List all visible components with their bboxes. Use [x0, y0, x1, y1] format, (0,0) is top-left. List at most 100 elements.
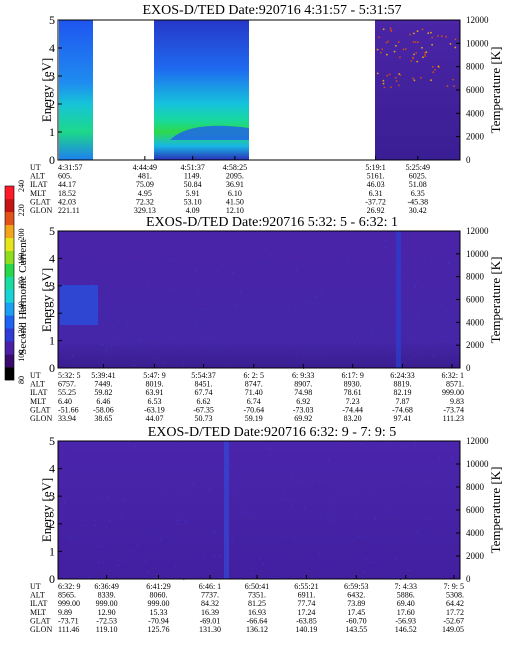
noise-cell [147, 303, 149, 305]
noise-cell [90, 310, 92, 312]
noise-cell [385, 240, 387, 242]
temperature-point [430, 31, 432, 34]
noise-cell [332, 329, 334, 331]
temperature-point [395, 44, 397, 47]
noise-cell [158, 539, 160, 541]
ephemeris-value: 999.00 [58, 599, 80, 608]
noise-cell [140, 340, 142, 342]
ephemeris-value: 6.53 [147, 397, 161, 406]
noise-cell [274, 234, 276, 236]
ephemeris-value: 5886. [397, 591, 415, 600]
temperature-point [413, 53, 415, 56]
ephemeris-value: 6.40 [58, 397, 72, 406]
noise-cell [175, 346, 177, 348]
temperature-point [395, 80, 398, 82]
noise-cell [264, 249, 266, 251]
ephemeris-value: 30.42 [409, 206, 427, 215]
panel-1-y-axis: 0 1 2 3 4 5 [49, 13, 62, 167]
noise-cell [269, 553, 271, 555]
noise-cell [444, 502, 446, 505]
noise-cell [74, 259, 76, 261]
panel-2-y2-axis: 0 2000 4000 6000 8000 10000 12000 [456, 226, 489, 373]
noise-cell [296, 269, 298, 271]
noise-cell [203, 554, 205, 556]
noise-cell [276, 269, 278, 271]
temperature-point [422, 56, 424, 59]
noise-cell [437, 541, 439, 543]
noise-cell [71, 356, 73, 359]
noise-cell [368, 305, 370, 307]
ephemeris-value: -72.53 [96, 616, 117, 625]
ephemeris-row-label: MLT [30, 397, 46, 406]
noise-cell [195, 269, 197, 271]
temperature-point [427, 32, 430, 35]
noise-cell [231, 542, 233, 544]
y2-tick-label: 6000 [466, 295, 485, 305]
colorbar-tick-label: 100 [17, 350, 26, 362]
temperature-point [431, 36, 433, 39]
noise-cell [290, 339, 292, 341]
noise-cell [270, 327, 272, 329]
noise-cell [365, 303, 367, 305]
colorbar-cell [5, 224, 14, 238]
noise-cell [107, 526, 109, 528]
noise-cell [84, 524, 86, 526]
y-tick-label: 0 [49, 153, 55, 167]
ephemeris-value: 5:54:37 [191, 371, 215, 380]
temperature-point [415, 52, 418, 54]
noise-cell [448, 263, 449, 265]
noise-cell [183, 343, 184, 345]
noise-cell [169, 259, 171, 261]
ephemeris-value: -73.74 [443, 405, 464, 414]
noise-cell [411, 270, 413, 272]
ephemeris-value: 119.10 [96, 625, 118, 634]
noise-cell [431, 330, 433, 332]
noise-cell [389, 577, 391, 579]
noise-cell [383, 494, 385, 496]
ephemeris-value: 8571. [446, 380, 464, 389]
ephemeris-value: 143.55 [345, 625, 367, 634]
ephemeris-value: 63.91 [145, 388, 163, 397]
noise-cell [220, 231, 222, 234]
colorbar-cell [5, 367, 14, 381]
noise-cell [452, 240, 454, 242]
noise-cell [415, 355, 417, 357]
noise-cell [347, 257, 349, 259]
ephemeris-row-label: UT [30, 582, 41, 591]
noise-cell [87, 298, 89, 301]
noise-cell [263, 563, 264, 565]
y-tick-label: 5 [49, 13, 55, 27]
noise-cell [69, 455, 70, 457]
noise-cell [270, 260, 272, 262]
ephemeris-value: 8819. [394, 380, 412, 389]
ephemeris-value: 74.98 [294, 388, 312, 397]
ephemeris-value: 84.32 [201, 599, 219, 608]
noise-cell [127, 345, 129, 347]
noise-cell [381, 345, 383, 347]
noise-cell [205, 299, 207, 301]
ephemeris-value: 4:31:57 [58, 163, 82, 172]
ephemeris-row-label: GLAT [30, 197, 51, 206]
noise-cell [421, 328, 423, 330]
ephemeris-value: 59.82 [94, 388, 112, 397]
noise-cell [126, 321, 128, 324]
temperature-point [416, 60, 419, 63]
colorbar-tick-label: 220 [17, 204, 26, 216]
y-tick-label: 3 [49, 489, 55, 503]
noise-cell [182, 364, 184, 366]
ephemeris-value: 6911. [298, 591, 316, 600]
ephemeris-value: 73.89 [347, 599, 365, 608]
noise-cell [338, 277, 340, 279]
noise-cell [86, 264, 88, 267]
noise-cell [275, 499, 277, 501]
noise-cell [142, 487, 144, 489]
noise-cell [145, 452, 147, 454]
y2-tick-label: 12000 [466, 436, 489, 446]
noise-cell [284, 493, 286, 495]
noise-cell [261, 474, 262, 476]
noise-cell [243, 307, 245, 309]
noise-cell [251, 517, 253, 519]
noise-cell [318, 553, 320, 555]
ephemeris-value: 12.10 [226, 206, 244, 215]
